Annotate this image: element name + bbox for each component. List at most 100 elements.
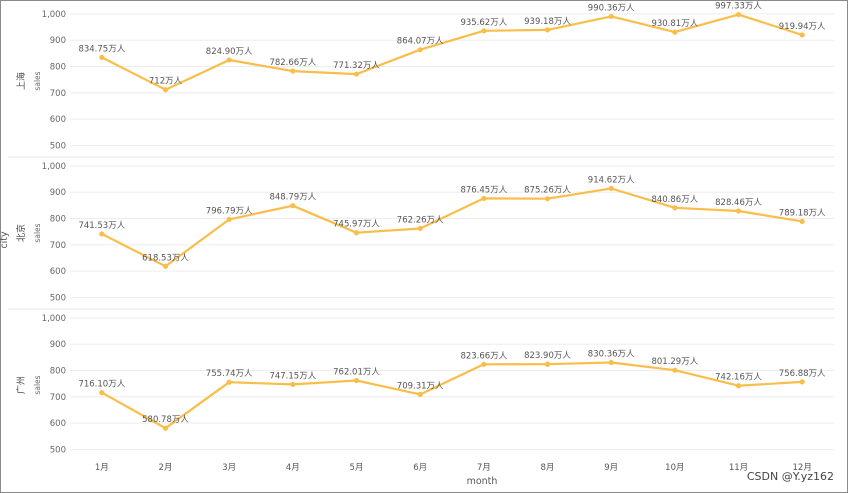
data-point bbox=[353, 230, 360, 236]
data-point bbox=[799, 379, 805, 385]
data-label: 830.36万人 bbox=[588, 350, 635, 360]
data-point bbox=[99, 54, 105, 60]
facet-label: 北京 bbox=[15, 224, 27, 242]
data-point bbox=[226, 216, 232, 222]
data-point bbox=[162, 425, 169, 431]
data-point bbox=[99, 390, 105, 396]
data-point bbox=[481, 195, 487, 202]
data-point bbox=[544, 361, 551, 367]
data-label: 756.88万人 bbox=[779, 369, 826, 379]
y-tick-label: 1,000 bbox=[42, 162, 66, 172]
x-tick-label: 5月 bbox=[350, 463, 364, 473]
x-tick-label: 12月 bbox=[793, 463, 812, 473]
data-label: 709.31万人 bbox=[397, 381, 444, 391]
data-point bbox=[799, 218, 805, 224]
y-tick-label: 600 bbox=[50, 267, 66, 277]
data-point bbox=[417, 225, 423, 232]
data-label: 745.97万人 bbox=[333, 220, 380, 230]
data-label: 742.16万人 bbox=[715, 373, 762, 383]
x-tick-label: 10月 bbox=[665, 463, 684, 473]
facet-axis-label: sales bbox=[33, 375, 42, 394]
facet-axis-label: sales bbox=[33, 223, 42, 242]
x-tick-label: 3月 bbox=[222, 463, 236, 473]
data-label: 716.10万人 bbox=[78, 380, 125, 390]
data-label: 747.15万人 bbox=[269, 371, 316, 381]
data-point bbox=[226, 379, 232, 385]
data-point bbox=[226, 57, 232, 63]
data-label: 762.01万人 bbox=[333, 368, 380, 378]
facet-label: 上海 bbox=[15, 72, 27, 90]
y-tick-label: 900 bbox=[50, 36, 66, 46]
y-tick-label: 900 bbox=[50, 188, 66, 198]
y-tick-label: 1,000 bbox=[42, 10, 66, 20]
data-label: 741.53万人 bbox=[78, 221, 125, 231]
x-tick-label: 2月 bbox=[159, 463, 173, 473]
y-tick-label: 1,000 bbox=[42, 314, 66, 324]
data-point bbox=[162, 87, 169, 93]
data-label: 919.94万人 bbox=[779, 22, 826, 32]
data-point bbox=[672, 205, 678, 211]
y-tick-label: 600 bbox=[50, 115, 66, 125]
y-tick-label: 700 bbox=[50, 241, 66, 251]
data-label: 755.74万人 bbox=[206, 369, 253, 379]
data-label: 935.62万人 bbox=[460, 18, 507, 28]
data-point bbox=[735, 208, 742, 214]
x-tick-label: 1月 bbox=[95, 463, 109, 473]
data-label: 834.75万人 bbox=[78, 44, 125, 54]
data-point bbox=[672, 367, 678, 373]
data-point bbox=[735, 383, 742, 389]
data-label: 782.66万人 bbox=[269, 58, 316, 68]
data-label: 876.45万人 bbox=[460, 185, 507, 195]
data-label: 875.26万人 bbox=[524, 186, 571, 196]
data-label: 801.29万人 bbox=[651, 357, 698, 367]
y-tick-label: 700 bbox=[50, 393, 66, 403]
data-label: 796.79万人 bbox=[206, 206, 253, 216]
data-point bbox=[353, 377, 360, 384]
data-point bbox=[417, 391, 423, 397]
data-point bbox=[481, 361, 487, 367]
data-point bbox=[481, 28, 487, 34]
data-point bbox=[544, 196, 551, 202]
data-label: 618.53万人 bbox=[142, 253, 189, 263]
data-label: 914.62万人 bbox=[588, 175, 635, 185]
data-point bbox=[608, 13, 614, 20]
data-label: 930.81万人 bbox=[651, 19, 698, 29]
y-tick-label: 800 bbox=[50, 367, 66, 377]
data-point bbox=[99, 231, 105, 237]
facet-label: 广州 bbox=[15, 376, 27, 394]
x-axis-title: month bbox=[467, 476, 498, 487]
x-tick-label: 9月 bbox=[604, 463, 618, 473]
data-point bbox=[735, 11, 742, 18]
data-label: 840.86万人 bbox=[651, 195, 698, 205]
y-tick-label: 600 bbox=[50, 419, 66, 429]
data-point bbox=[290, 203, 296, 209]
y-axis-title: city bbox=[0, 231, 10, 249]
data-label: 848.79万人 bbox=[269, 193, 316, 203]
facet-axis-label: sales bbox=[33, 71, 42, 90]
watermark: CSDN @Y.yz162 bbox=[746, 470, 834, 483]
data-point bbox=[608, 359, 614, 366]
series-line bbox=[101, 187, 803, 268]
y-tick-label: 500 bbox=[50, 445, 66, 455]
data-label: 823.66万人 bbox=[460, 351, 507, 361]
data-label: 789.18万人 bbox=[779, 208, 826, 218]
data-label: 771.32万人 bbox=[333, 61, 380, 71]
data-label: 823.90万人 bbox=[524, 351, 571, 361]
y-tick-label: 800 bbox=[50, 215, 66, 225]
data-point bbox=[290, 381, 296, 388]
data-label: 712万人 bbox=[149, 77, 183, 87]
x-tick-label: 7月 bbox=[477, 463, 491, 473]
data-label: 828.46万人 bbox=[715, 198, 762, 208]
data-label: 824.90万人 bbox=[206, 47, 253, 57]
data-label: 990.36万人 bbox=[588, 3, 635, 13]
x-tick-label: 8月 bbox=[541, 463, 555, 473]
data-label: 864.07万人 bbox=[397, 37, 444, 47]
x-tick-label: 11月 bbox=[729, 463, 748, 473]
data-point bbox=[544, 27, 551, 33]
data-point bbox=[799, 32, 805, 38]
data-point bbox=[290, 68, 296, 74]
data-label: 997.33万人 bbox=[715, 2, 762, 12]
y-tick-label: 700 bbox=[50, 89, 66, 99]
